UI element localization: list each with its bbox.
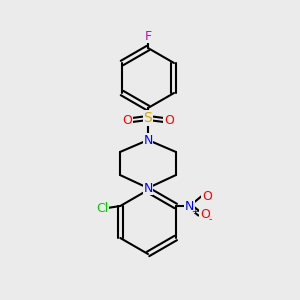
Text: S: S <box>144 111 152 125</box>
Text: N: N <box>143 182 153 194</box>
Text: -: - <box>209 214 212 224</box>
Text: F: F <box>144 29 152 43</box>
Text: O: O <box>200 208 210 220</box>
Text: O: O <box>122 113 132 127</box>
Text: N: N <box>143 134 153 146</box>
Text: O: O <box>202 190 212 202</box>
Text: N: N <box>185 200 194 212</box>
Text: +: + <box>191 206 198 215</box>
Text: Cl: Cl <box>96 202 108 214</box>
Text: O: O <box>164 113 174 127</box>
